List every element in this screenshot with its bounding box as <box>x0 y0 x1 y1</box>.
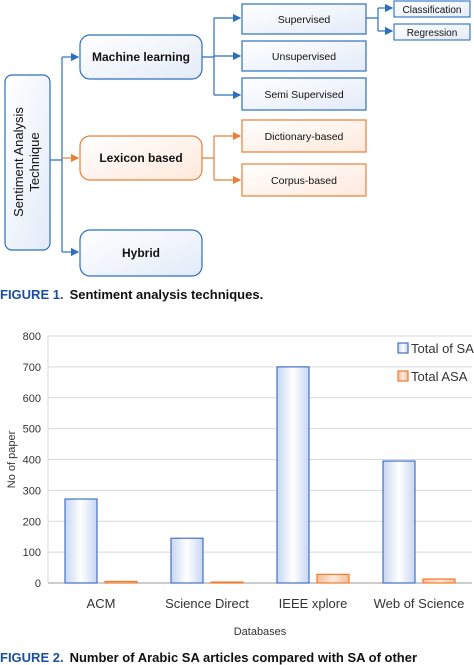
x-tick-label: IEEE xplore <box>279 596 348 611</box>
figure2-caption: FIGURE 2. Number of Arabic SA articles co… <box>0 650 417 665</box>
node-supervised: Supervised <box>241 3 367 35</box>
bar-total-sa-1 <box>170 537 204 584</box>
svg-text:Unsupervised: Unsupervised <box>272 51 336 63</box>
technique-diagram: Sentiment Analysis Technique Machine lea… <box>4 0 471 277</box>
x-tick-label: Web of Science <box>374 596 465 611</box>
y-tick-label: 800 <box>23 331 41 343</box>
figure2-text: Number of Arabic SA articles compared wi… <box>69 650 418 665</box>
svg-text:Dictionary-based: Dictionary-based <box>265 131 344 143</box>
node-dictionary-based: Dictionary-based <box>241 119 367 153</box>
bar-total-sa-3 <box>382 460 416 584</box>
svg-text:Semi Supervised: Semi Supervised <box>264 89 344 101</box>
node-hybrid: Hybrid <box>79 229 203 277</box>
diagram-connectors <box>50 3 394 257</box>
bar-total-asa-3 <box>422 578 456 584</box>
legend-swatch-0 <box>397 342 409 354</box>
svg-text:Supervised: Supervised <box>278 14 331 26</box>
node-corpus-based: Corpus-based <box>241 163 367 197</box>
x-axis-label: Databases <box>234 626 287 638</box>
svg-text:Machine learning: Machine learning <box>92 50 190 64</box>
y-tick-label: 0 <box>35 578 41 590</box>
y-axis-label: No of paper <box>6 430 18 488</box>
root-label-line1: Sentiment Analysis <box>11 107 26 217</box>
figure2-label: FIGURE 2. <box>0 650 64 665</box>
y-tick-label: 600 <box>23 393 41 405</box>
x-tick-label: Science Direct <box>165 596 249 611</box>
root-node: Sentiment Analysis Technique <box>4 74 51 251</box>
svg-text:Lexicon based: Lexicon based <box>99 151 182 165</box>
node-unsupervised: Unsupervised <box>241 40 367 72</box>
svg-text:Classification: Classification <box>403 5 462 16</box>
y-tick-label: 100 <box>23 547 41 559</box>
svg-text:Corpus-based: Corpus-based <box>271 175 337 187</box>
node-semi-supervised: Semi Supervised <box>241 77 367 111</box>
figure1-label: FIGURE 1. <box>0 287 64 302</box>
bar-total-asa-2 <box>316 573 350 584</box>
bar-total-sa-0 <box>64 498 98 584</box>
y-tick-label: 400 <box>23 455 41 467</box>
svg-text:Hybrid: Hybrid <box>122 246 160 260</box>
figure1-caption: FIGURE 1. Sentiment analysis techniques. <box>0 287 263 302</box>
legend-label-0: Total of SA <box>411 341 474 356</box>
legend-swatch-1 <box>397 370 409 382</box>
y-tick-label: 200 <box>23 516 41 528</box>
root-label-line2: Technique <box>27 132 42 191</box>
svg-text:Regression: Regression <box>407 28 458 39</box>
figure1-text: Sentiment analysis techniques. <box>69 287 264 302</box>
bar-total-asa-0 <box>104 580 138 584</box>
legend-label-1: Total ASA <box>411 369 468 384</box>
bar-total-sa-2 <box>276 366 310 584</box>
y-tick-label: 700 <box>23 362 41 374</box>
bar-total-asa-1 <box>210 581 244 584</box>
node-machine-learning: Machine learning <box>79 34 203 80</box>
bar-chart: 0 100 200 300 400 500 600 700 800 ACM Science Dire… <box>6 331 474 638</box>
node-regression: Regression <box>393 23 471 41</box>
y-tick-label: 300 <box>23 485 41 497</box>
x-tick-label: ACM <box>87 596 116 611</box>
node-lexicon-based: Lexicon based <box>79 135 203 181</box>
y-tick-label: 500 <box>23 424 41 436</box>
node-classification: Classification <box>393 0 471 18</box>
